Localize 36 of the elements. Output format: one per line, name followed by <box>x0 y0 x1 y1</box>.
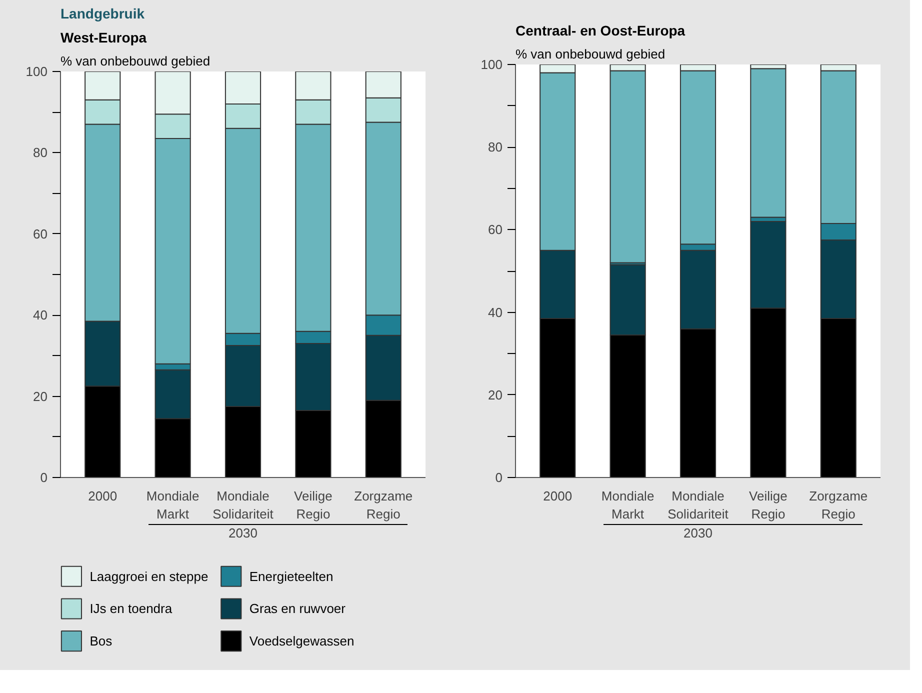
y-tick-label: 20 <box>488 387 503 402</box>
chart-title: Landgebruik <box>60 6 145 22</box>
x-tick-label: Mondiale Markt <box>146 488 200 522</box>
y-tick-label: 100 <box>480 57 503 72</box>
legend-label: Laaggroei en steppe <box>90 568 208 584</box>
x-tick-label: 2000 <box>88 488 118 504</box>
chart-subtitle: West-Europa <box>60 30 147 46</box>
y-tick-label: 40 <box>33 308 48 323</box>
y-tick-label: 20 <box>33 388 48 404</box>
y-axis-title: % van onbebouwd gebied <box>516 46 666 62</box>
y-tick-label: 60 <box>488 222 503 238</box>
x-tick-label: Zorgzame Regio <box>809 488 868 522</box>
legend-label: IJs en toendra <box>90 601 173 616</box>
legend-label: Gras en ruwvoer <box>249 601 346 616</box>
bar <box>750 68 786 218</box>
x-tick-label: Mondiale Markt <box>601 488 654 522</box>
legend-label: Voedselgewassen <box>249 634 354 649</box>
y-tick-label: 80 <box>488 140 503 155</box>
text: 2030 <box>228 526 258 540</box>
y-tick-label: 0 <box>495 470 503 485</box>
chart-subtitle: Centraal- en Oost-Europa <box>516 22 686 38</box>
x-tick-label: Mondiale Solidariteit <box>212 488 274 522</box>
y-tick-label: 100 <box>26 64 48 79</box>
legend-label: Energieteelten <box>249 568 334 584</box>
x-tick-label: Mondiale Solidariteit <box>668 488 729 522</box>
x-tick-label: Veilige Regio <box>749 488 788 522</box>
x-tick-label: Zorgzame Regio <box>354 488 413 522</box>
y-tick-label: 80 <box>33 145 48 160</box>
x-tick-label: Veilige Regio <box>294 488 332 522</box>
y-tick-label: 40 <box>488 304 503 320</box>
x-tick-label: 2000 <box>543 488 572 504</box>
y-axis-title: % van onbebouwd gebied <box>60 54 210 68</box>
y-tick-label: 60 <box>33 226 48 242</box>
y-tick-label: 0 <box>40 470 48 485</box>
text: 2030 <box>684 526 712 540</box>
legend-label: Bos <box>90 634 113 649</box>
